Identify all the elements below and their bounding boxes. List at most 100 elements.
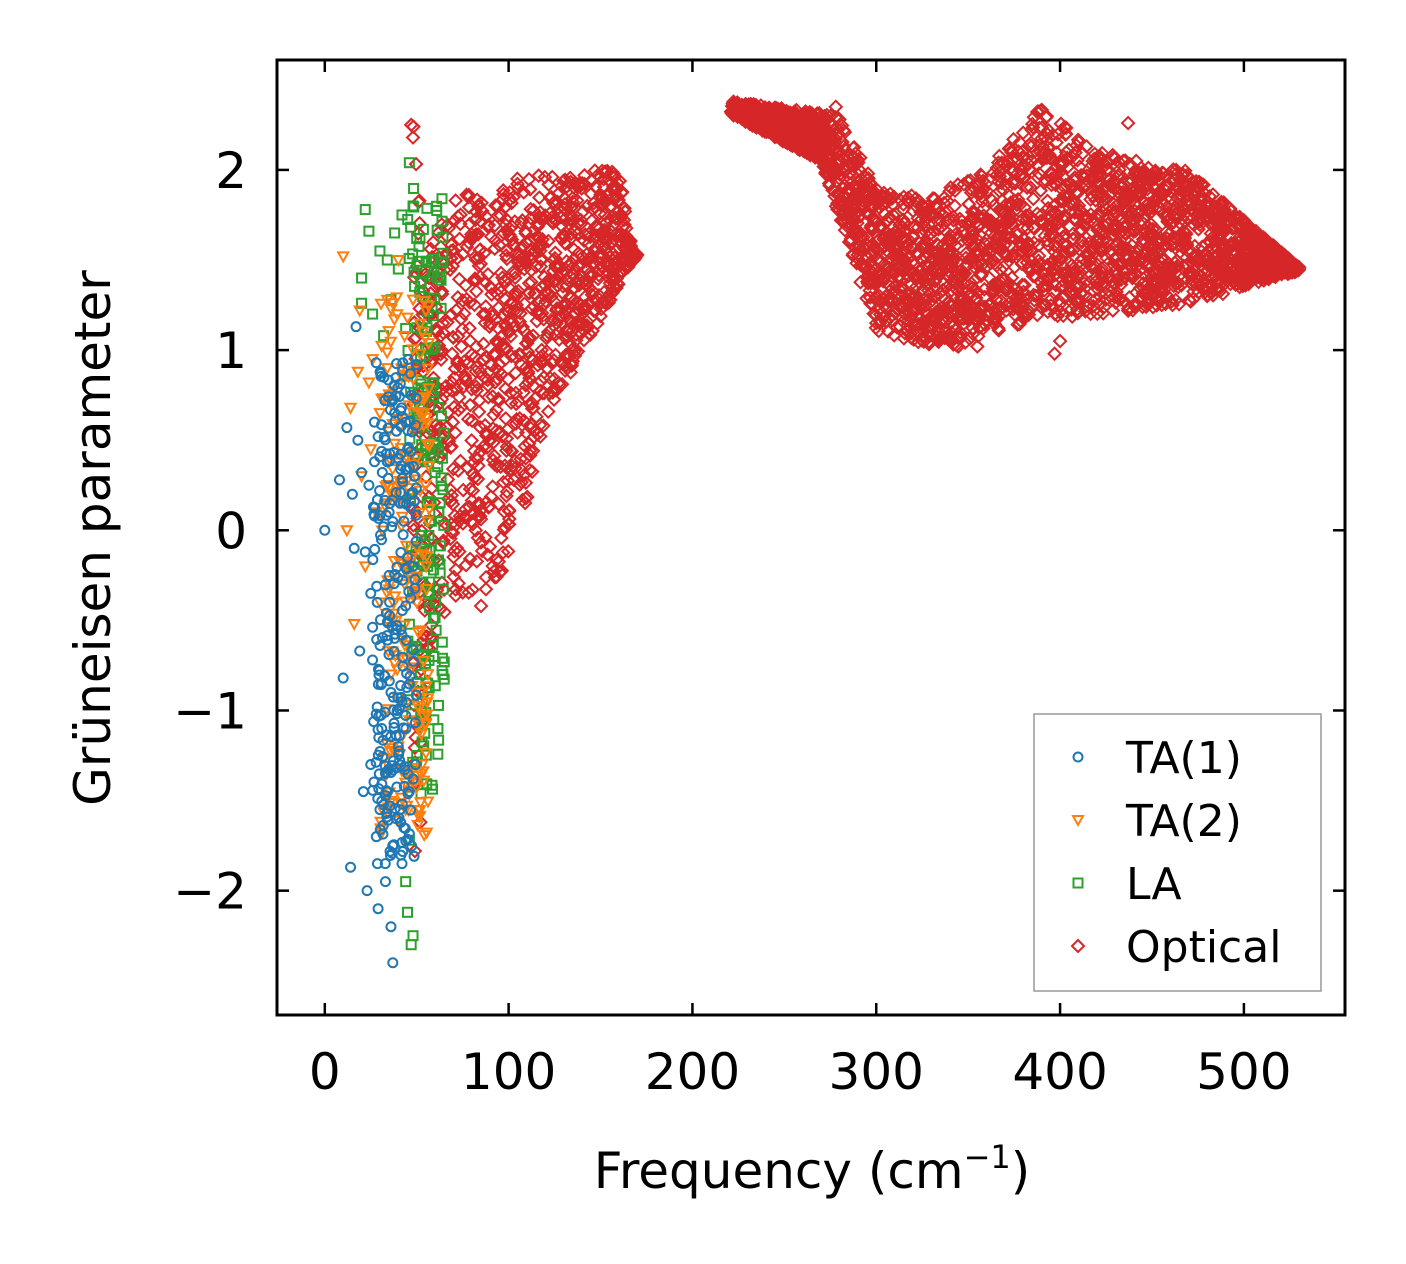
data-point [493, 265, 509, 281]
data-point [530, 230, 546, 246]
data-point [1012, 235, 1028, 251]
data-point [393, 702, 405, 714]
data-point [436, 665, 448, 677]
data-point [530, 357, 546, 373]
data-point [1160, 206, 1176, 222]
legend-item: TA(1) [1072, 733, 1242, 784]
data-point [1222, 276, 1238, 292]
data-point [416, 549, 430, 562]
data-point [429, 341, 441, 353]
data-point [1093, 152, 1109, 168]
data-point [397, 651, 409, 663]
data-point [992, 168, 1008, 184]
data-point [1123, 172, 1139, 187]
data-point [542, 370, 558, 386]
data-point [541, 275, 556, 291]
data-point [1017, 277, 1033, 293]
data-point [964, 254, 980, 270]
data-point [980, 241, 996, 257]
data-point [569, 193, 585, 208]
data-point [421, 693, 435, 706]
data-point [988, 306, 1004, 322]
data-point [419, 748, 433, 761]
data-point [457, 509, 473, 525]
data-point [464, 493, 480, 508]
data-point [871, 199, 887, 215]
data-point [448, 562, 464, 578]
data-point [1031, 166, 1047, 181]
x-axis-label-superscript: −1 [964, 1138, 1011, 1176]
data-point [396, 695, 408, 707]
data-point [1066, 197, 1082, 212]
data-point [503, 442, 519, 458]
data-point [480, 365, 496, 381]
data-point [861, 170, 876, 186]
data-point [397, 529, 409, 541]
data-point [390, 390, 402, 402]
data-point [503, 461, 519, 477]
data-point [605, 279, 621, 295]
data-point [403, 786, 415, 798]
data-point [516, 184, 532, 200]
data-point [434, 540, 446, 552]
data-point [402, 354, 414, 366]
data-point [485, 452, 501, 468]
data-point [911, 316, 927, 332]
data-point [876, 291, 892, 307]
data-point [1032, 137, 1047, 153]
data-point [592, 262, 608, 278]
data-point [470, 471, 486, 487]
data-point [870, 275, 886, 290]
data-point [444, 237, 459, 253]
data-point [403, 253, 415, 265]
data-point [1228, 220, 1243, 235]
data-point [517, 495, 533, 511]
data-point [370, 708, 382, 720]
data-point [431, 200, 443, 212]
data-point [956, 176, 972, 192]
data-point [933, 220, 949, 236]
data-point [524, 396, 540, 411]
data-point [410, 535, 422, 547]
data-point [496, 225, 512, 241]
data-point [1094, 193, 1110, 209]
data-point [600, 210, 616, 226]
data-point [1186, 266, 1202, 282]
data-point [473, 598, 489, 614]
data-point [480, 266, 496, 282]
data-point [509, 297, 525, 313]
data-point [1137, 209, 1153, 224]
data-point [1212, 283, 1228, 299]
data-point [896, 253, 912, 268]
data-point [1124, 189, 1139, 205]
data-point [374, 485, 386, 497]
data-point [1030, 104, 1046, 119]
data-point [1034, 207, 1049, 223]
data-point [903, 309, 919, 325]
data-point [886, 189, 902, 205]
data-point [1146, 171, 1162, 187]
data-point [402, 400, 416, 413]
data-point [365, 354, 380, 367]
data-point [535, 418, 551, 434]
data-point [566, 343, 582, 359]
data-point [1004, 278, 1020, 294]
data-point [414, 625, 428, 638]
data-point [1073, 203, 1089, 219]
data-point [390, 292, 404, 305]
data-point [579, 253, 594, 269]
data-point [430, 624, 442, 636]
data-point [427, 639, 439, 651]
data-point [1071, 304, 1086, 320]
data-point [362, 377, 376, 390]
data-point [980, 211, 995, 227]
data-point [931, 205, 947, 221]
data-point [913, 225, 929, 240]
data-point [1101, 215, 1117, 231]
data-point [367, 621, 379, 633]
data-point [404, 670, 416, 682]
data-point [797, 109, 813, 125]
data-point [371, 858, 383, 870]
data-point [1096, 299, 1112, 315]
